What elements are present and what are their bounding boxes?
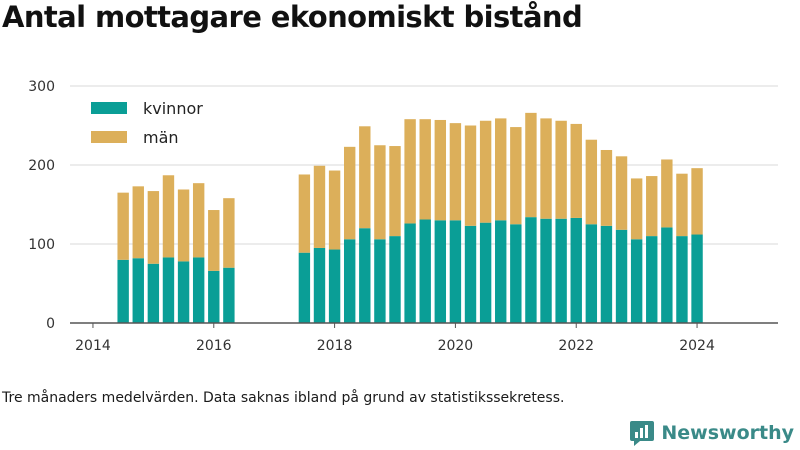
legend-label: män: [143, 128, 179, 147]
bar-kvinnor: [600, 225, 613, 323]
bar-kvinnor: [570, 217, 582, 323]
bar-kvinnor: [630, 239, 643, 323]
bar-kvinnor: [162, 257, 175, 323]
bar-kvinnor: [646, 236, 658, 323]
bar-man: [691, 168, 703, 235]
bar-kvinnor: [540, 218, 552, 323]
bar-man: [132, 186, 144, 259]
bar-man: [192, 183, 205, 258]
bar-man: [147, 191, 160, 264]
bar-kvinnor: [585, 224, 598, 323]
bar-kvinnor: [223, 267, 235, 323]
x-tick-label: 2016: [196, 338, 232, 354]
bar-man: [600, 149, 613, 226]
bar-kvinnor: [434, 220, 447, 323]
bars: [117, 112, 703, 323]
bar-man: [117, 192, 129, 260]
bar-man: [419, 119, 431, 220]
bar-kvinnor: [464, 225, 477, 323]
bar-man: [313, 165, 326, 248]
bar-man: [404, 119, 416, 224]
x-tick-label: 2018: [317, 338, 353, 354]
bar-kvinnor: [389, 236, 401, 323]
y-tick-label: 100: [28, 237, 55, 253]
bar-man: [570, 123, 582, 218]
y-tick-label: 0: [46, 316, 55, 332]
bar-kvinnor: [343, 239, 356, 323]
bar-kvinnor: [661, 227, 673, 323]
y-axis: 0 100 200 300: [28, 79, 55, 332]
bar-kvinnor: [615, 229, 628, 323]
bar-man: [359, 126, 371, 229]
bar-man: [555, 120, 567, 219]
x-tick-label: 2022: [558, 338, 594, 354]
bar-kvinnor: [495, 220, 507, 323]
bar-man: [585, 139, 598, 225]
bar-man: [510, 127, 522, 225]
bar-man: [208, 210, 220, 271]
bar-kvinnor: [419, 219, 431, 323]
brand[interactable]: Newsworthy: [629, 419, 794, 447]
bar-man: [434, 119, 447, 221]
chart-title: Antal mottagare ekonomiskt bistånd: [2, 0, 583, 34]
bar-man: [389, 146, 401, 237]
bar-kvinnor: [555, 218, 567, 323]
bar-man: [479, 120, 492, 223]
bar-man: [661, 159, 673, 228]
brand-name: Newsworthy: [661, 422, 794, 444]
bar-man: [162, 175, 175, 258]
bar-kvinnor: [449, 220, 462, 323]
stacked-bar-chart: 0 100 200 300 2014 2016 2018 2020 2022 2024 kvin…: [28, 79, 778, 354]
legend: kvinnor män: [91, 99, 203, 147]
bar-man: [646, 176, 658, 237]
bar-kvinnor: [525, 217, 537, 323]
legend-swatch: [91, 102, 127, 114]
bar-kvinnor: [208, 270, 220, 323]
x-tick-label: 2014: [75, 338, 111, 354]
bar-man: [495, 118, 507, 221]
y-tick-label: 300: [28, 79, 55, 95]
x-tick-label: 2020: [438, 338, 474, 354]
legend-label: kvinnor: [143, 99, 203, 118]
bar-kvinnor: [313, 247, 326, 323]
newsworthy-logo-icon: [630, 421, 655, 446]
bar-kvinnor: [479, 222, 492, 323]
bar-man: [449, 123, 462, 221]
bar-kvinnor: [691, 234, 703, 323]
bar-man: [177, 189, 190, 262]
bar-kvinnor: [676, 236, 688, 323]
legend-swatch: [91, 131, 127, 143]
bar-man: [676, 173, 688, 237]
bar-kvinnor: [132, 258, 144, 323]
bar-man: [328, 170, 341, 250]
bar-man: [615, 156, 628, 230]
y-tick-label: 200: [28, 158, 55, 174]
bar-kvinnor: [359, 228, 371, 323]
bar-man: [525, 112, 537, 218]
bar-kvinnor: [147, 263, 160, 323]
footnote: Tre månaders medelvärden. Data saknas ib…: [2, 390, 565, 406]
bar-kvinnor: [374, 239, 386, 323]
bar-man: [223, 198, 235, 268]
bar-kvinnor: [404, 223, 416, 323]
bar-kvinnor: [328, 249, 341, 323]
bar-man: [464, 125, 477, 226]
bar-kvinnor: [192, 257, 205, 323]
bar-man: [540, 118, 552, 219]
bar-kvinnor: [117, 259, 129, 323]
x-tick-label: 2024: [679, 338, 715, 354]
bar-man: [298, 174, 311, 253]
bar-kvinnor: [298, 252, 311, 323]
bar-kvinnor: [510, 224, 522, 323]
bar-man: [374, 145, 386, 240]
x-axis: 2014 2016 2018 2020 2022 2024: [70, 322, 778, 354]
bar-man: [343, 146, 356, 240]
bar-man: [630, 178, 643, 240]
bar-kvinnor: [177, 261, 190, 323]
